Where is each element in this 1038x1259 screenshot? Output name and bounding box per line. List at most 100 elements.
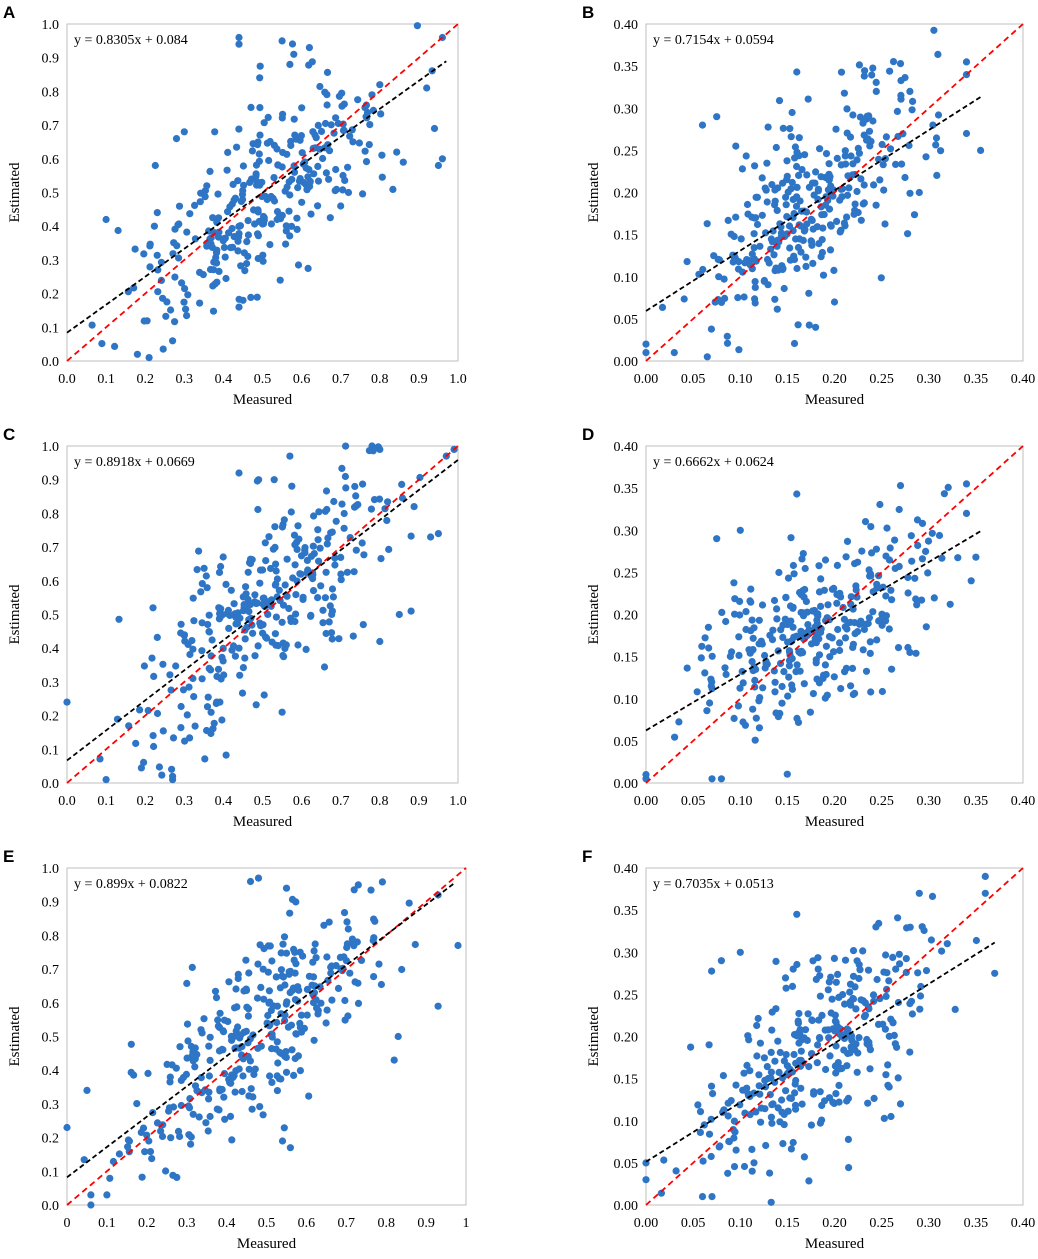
data-point: [243, 238, 251, 246]
data-point: [836, 646, 844, 655]
data-point: [285, 970, 293, 978]
y-tick-label: 1.0: [42, 18, 60, 33]
data-point: [337, 553, 345, 562]
data-point: [713, 113, 721, 121]
data-point: [785, 662, 794, 670]
data-point: [845, 184, 853, 192]
data-point: [707, 1082, 716, 1090]
data-point: [833, 561, 842, 570]
data-point: [788, 982, 797, 991]
data-point: [280, 516, 288, 524]
data-point: [767, 1048, 775, 1056]
data-point: [264, 1011, 272, 1020]
data-point: [331, 561, 339, 569]
data-point: [756, 1039, 765, 1047]
data-point: [894, 1074, 902, 1082]
data-point: [209, 725, 217, 733]
data-point: [154, 266, 162, 274]
data-point: [832, 125, 840, 133]
data-point: [913, 601, 921, 609]
data-point: [183, 228, 191, 236]
data-point: [389, 185, 397, 193]
data-point: [851, 689, 859, 698]
data-point: [234, 970, 242, 979]
data-point: [805, 321, 813, 329]
data-point: [354, 999, 363, 1008]
data-point: [251, 652, 259, 660]
data-point: [214, 190, 222, 198]
y-tick-label: 0.0: [42, 1199, 60, 1214]
data-point: [962, 480, 971, 488]
data-point: [325, 618, 333, 626]
data-point: [849, 160, 857, 168]
data-point: [779, 633, 787, 642]
data-point: [841, 147, 849, 155]
data-point: [171, 273, 179, 281]
data-point: [257, 983, 265, 992]
data-point: [280, 1124, 288, 1132]
data-point: [698, 121, 707, 129]
regression-equation: y = 0.7154x + 0.0594: [653, 33, 774, 48]
data-point: [253, 141, 262, 149]
data-point: [191, 235, 199, 243]
data-point: [869, 64, 877, 72]
y-tick-label: 0.15: [614, 229, 639, 244]
data-point: [832, 978, 840, 986]
data-point: [140, 317, 148, 325]
data-point: [747, 598, 755, 606]
x-tick-label: 0.25: [869, 1216, 894, 1231]
data-point: [822, 1065, 830, 1074]
data-point: [918, 596, 926, 604]
data-point: [102, 215, 110, 224]
y-tick-label: 0.6: [42, 997, 60, 1012]
data-point: [930, 26, 938, 34]
x-tick-label: 0.05: [681, 372, 706, 387]
data-point: [876, 176, 884, 184]
data-point: [241, 635, 249, 643]
data-point: [657, 1189, 666, 1197]
data-point: [370, 496, 379, 504]
data-point: [717, 957, 726, 965]
data-point: [826, 1052, 834, 1060]
data-point: [294, 261, 303, 269]
x-tick-label: 0.6: [293, 372, 311, 387]
data-point: [751, 299, 759, 307]
data-point: [290, 50, 298, 58]
data-point: [750, 1159, 758, 1167]
data-point: [282, 227, 290, 235]
data-point: [887, 1112, 895, 1121]
y-tick-label: 0.9: [42, 474, 60, 489]
data-point: [767, 1074, 775, 1082]
data-point: [166, 1078, 174, 1086]
data-point: [254, 960, 262, 968]
data-point: [342, 442, 350, 450]
data-point: [732, 142, 740, 150]
data-point: [241, 654, 249, 662]
data-point: [735, 346, 743, 354]
data-point: [805, 1177, 813, 1185]
data-point: [914, 541, 922, 550]
data-point: [265, 533, 273, 541]
data-point: [159, 660, 167, 668]
data-point: [212, 249, 221, 257]
data-point: [278, 618, 286, 626]
y-tick-label: 0.10: [614, 271, 639, 286]
data-point: [175, 202, 184, 210]
data-point: [344, 925, 352, 933]
data-point: [292, 591, 300, 599]
x-tick-label: 1.0: [449, 794, 467, 809]
data-point: [260, 945, 268, 953]
data-point: [858, 547, 866, 555]
data-point: [838, 193, 846, 201]
data-point: [212, 994, 221, 1002]
data-point: [359, 480, 367, 488]
data-point: [780, 284, 788, 293]
data-point: [244, 231, 252, 239]
data-point: [803, 220, 811, 228]
y-tick-label: 0.1: [42, 743, 60, 758]
data-point: [352, 492, 360, 500]
data-point: [792, 235, 800, 243]
x-tick-label: 0.05: [681, 1216, 706, 1231]
data-point: [773, 305, 781, 313]
data-point: [894, 644, 903, 652]
